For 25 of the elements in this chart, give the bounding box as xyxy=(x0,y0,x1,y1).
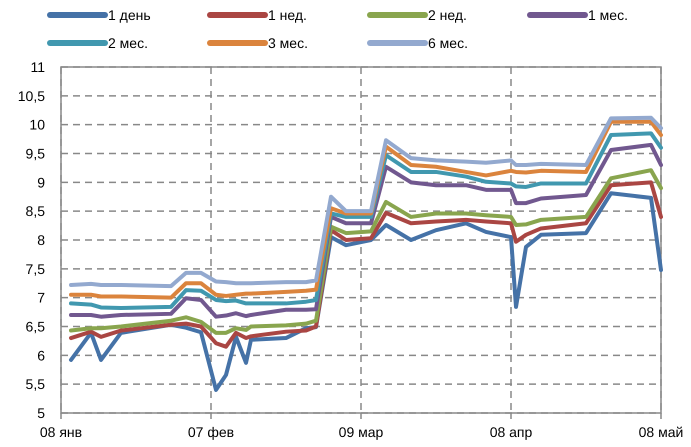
y-tick-label: 9 xyxy=(37,174,46,190)
y-tick-label: 5 xyxy=(37,405,46,421)
legend-label: 1 нед. xyxy=(268,7,307,23)
y-tick-label: 8,5 xyxy=(26,203,46,220)
x-tick-label: 08 апр xyxy=(490,424,533,440)
y-tick-label: 6 xyxy=(37,347,46,364)
y-tick-label: 9,5 xyxy=(26,146,46,162)
legend-label: 1 мес. xyxy=(588,7,628,23)
legend-label: 2 нед. xyxy=(428,7,467,23)
x-tick-label: 08 янв xyxy=(40,424,82,440)
legend-label: 6 мес. xyxy=(428,35,468,51)
y-tick-label: 6,5 xyxy=(26,318,46,334)
x-tick-label: 07 фев xyxy=(188,424,234,440)
y-tick-label: 5,5 xyxy=(26,376,46,392)
x-tick-label: 09 мар xyxy=(338,424,384,440)
y-tick-label: 10 xyxy=(29,116,46,133)
y-tick-label: 7,5 xyxy=(26,260,46,277)
y-tick-label: 11 xyxy=(30,59,46,75)
y-tick-label: 7 xyxy=(37,290,46,306)
y-tick-label: 10,5 xyxy=(18,88,46,104)
x-tick-label: 08 май xyxy=(638,424,684,440)
legend-label: 1 день xyxy=(108,7,151,23)
y-tick-label: 8 xyxy=(37,232,46,248)
legend-label: 3 мес. xyxy=(268,35,308,51)
legend-label: 2 мес. xyxy=(108,35,148,51)
